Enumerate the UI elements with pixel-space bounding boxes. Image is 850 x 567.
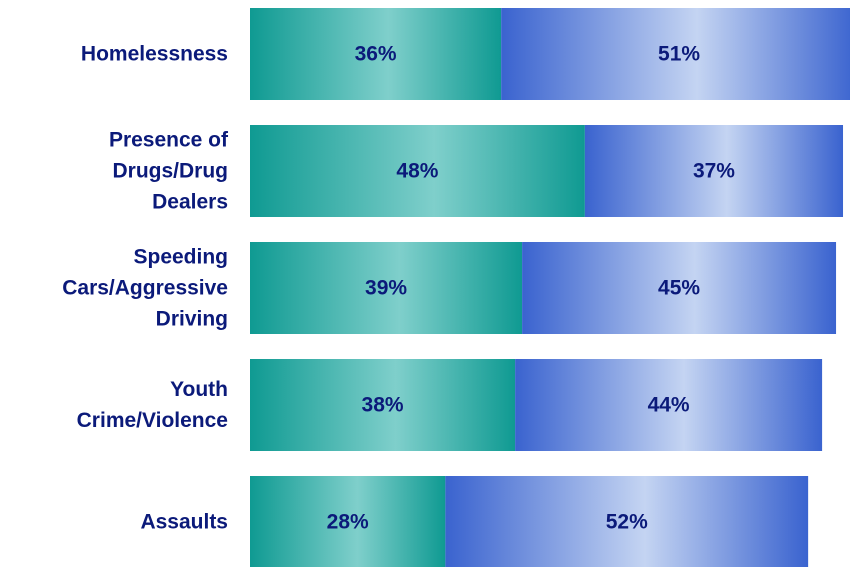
bar-segment-series-1: [250, 8, 502, 100]
category-label-line: Crime/Violence: [77, 409, 228, 432]
bar-segment-series-2: [522, 242, 837, 334]
bar-segment-series-2: [515, 359, 823, 451]
value-label: 48%: [396, 160, 438, 183]
category-label-line: Drugs/Drug: [113, 160, 229, 183]
bar-segment-series-1: [250, 125, 585, 217]
category-label-line: Driving: [156, 308, 228, 331]
value-label: 39%: [365, 277, 407, 300]
bars-group: 36% 51% 48% 37% 39% 45% 38% 44% 28% 52%: [250, 8, 850, 567]
category-label: Youth Crime/Violence: [77, 378, 228, 432]
value-label: 51%: [658, 43, 700, 66]
bar-segment-series-1: [250, 476, 446, 567]
value-label: 36%: [355, 43, 397, 66]
bar-segment-series-2: [584, 125, 844, 217]
bar-segment-series-2: [445, 476, 809, 567]
bar-segment-series-2: [501, 8, 850, 100]
value-label: 52%: [606, 511, 648, 534]
category-label-line: Dealers: [152, 191, 228, 214]
value-label: 38%: [362, 394, 404, 417]
category-label-line: Homelessness: [81, 43, 228, 66]
category-label: Speeding Cars/Aggressive Driving: [62, 246, 228, 331]
bar-segment-series-1: [250, 242, 523, 334]
value-label: 45%: [658, 277, 700, 300]
value-label: 37%: [693, 160, 735, 183]
category-label-line: Presence of: [109, 129, 229, 152]
value-label: 28%: [327, 511, 369, 534]
value-label: 44%: [648, 394, 690, 417]
category-label-line: Assaults: [140, 511, 228, 534]
category-label: Presence of Drugs/Drug Dealers: [109, 129, 229, 214]
category-labels: Homelessness Presence of Drugs/Drug Dealers…: [62, 43, 229, 534]
bar-segment-series-1: [250, 359, 516, 451]
category-label-line: Speeding: [133, 246, 228, 269]
category-label-line: Cars/Aggressive: [62, 277, 228, 300]
category-label-line: Youth: [170, 378, 228, 401]
category-label: Assaults: [140, 511, 228, 534]
category-label: Homelessness: [81, 43, 228, 66]
